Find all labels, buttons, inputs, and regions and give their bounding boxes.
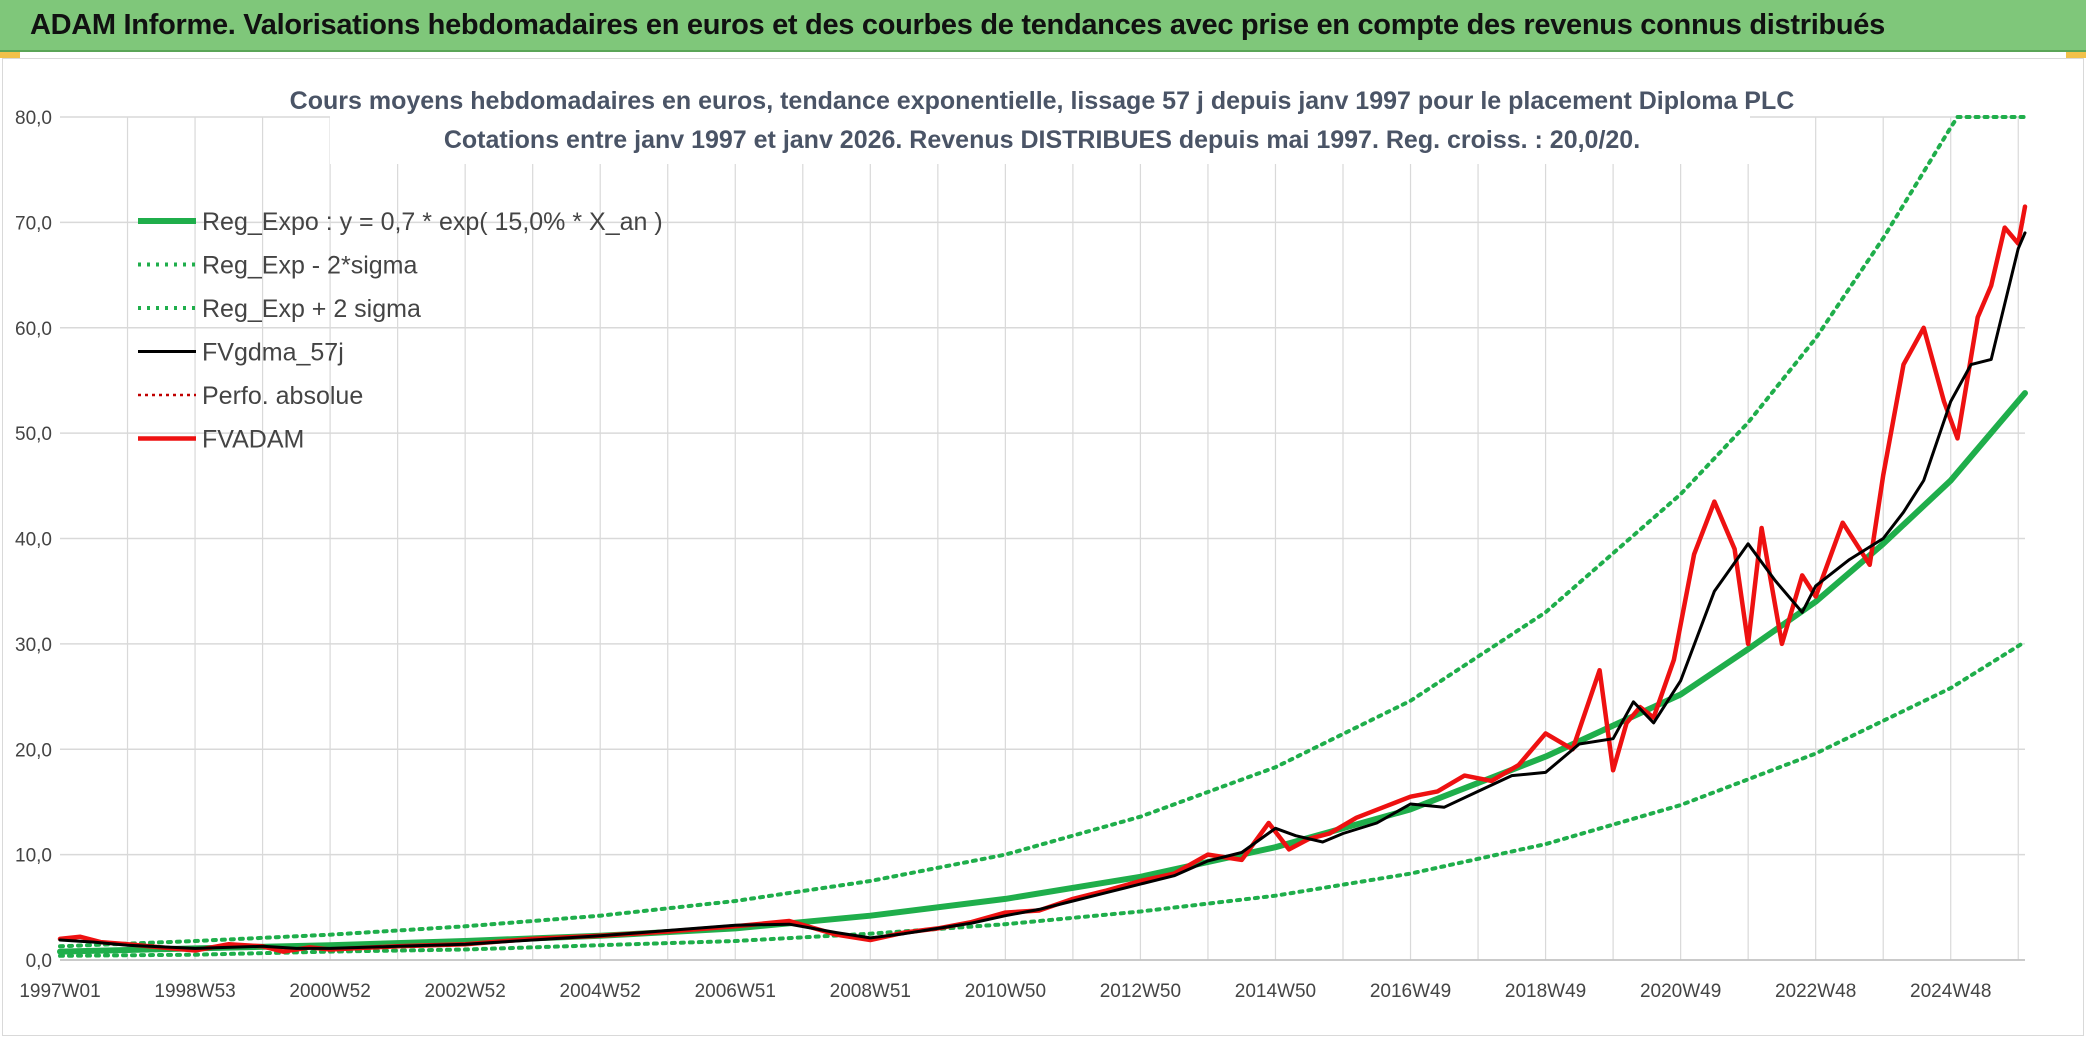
legend-label: FVgdma_57j bbox=[202, 339, 344, 367]
y-tick-label: 0,0 bbox=[26, 951, 52, 972]
x-tick-label: 1997W01 bbox=[19, 981, 100, 1002]
series-line-2 bbox=[58, 115, 2027, 949]
y-tick-label: 50,0 bbox=[15, 424, 52, 445]
chart-title-line1: Cours moyens hebdomadaires en euros, ten… bbox=[290, 87, 1795, 115]
legend-label: Reg_Exp - 2*sigma bbox=[202, 252, 417, 280]
x-tick-label: 2000W52 bbox=[289, 981, 370, 1002]
x-tick-label: 2018W49 bbox=[1505, 981, 1586, 1002]
corner-marker-right bbox=[2066, 52, 2086, 58]
legend-label: Reg_Expo : y = 0,7 * exp( 15,0% * X_an ) bbox=[202, 208, 663, 236]
x-tick-label: 2004W52 bbox=[560, 981, 641, 1002]
y-tick-label: 80,0 bbox=[15, 108, 52, 129]
legend-label: Perfo. absolue bbox=[202, 382, 363, 410]
y-tick-label: 60,0 bbox=[15, 319, 52, 340]
x-tick-label: 2010W50 bbox=[965, 981, 1046, 1002]
series-line-3 bbox=[58, 231, 2027, 950]
banner-title: ADAM Informe. Valorisations hebdomadaire… bbox=[30, 9, 1885, 41]
y-tick-label: 70,0 bbox=[15, 213, 52, 234]
series-line-1 bbox=[58, 639, 2027, 958]
x-tick-label: 2012W50 bbox=[1100, 981, 1181, 1002]
grid-layer bbox=[60, 116, 2025, 961]
legend: Reg_Expo : y = 0,7 * exp( 15,0% * X_an )… bbox=[138, 208, 663, 454]
title-background bbox=[330, 80, 1750, 164]
banner: ADAM Informe. Valorisations hebdomadaire… bbox=[0, 0, 2086, 52]
x-tick-label: 2016W49 bbox=[1370, 981, 1451, 1002]
y-tick-label: 40,0 bbox=[15, 530, 52, 551]
x-tick-label: 2006W51 bbox=[695, 981, 776, 1002]
y-tick-label: 30,0 bbox=[15, 635, 52, 656]
chart-frame bbox=[2, 58, 2084, 1036]
x-tick-label: 1998W53 bbox=[154, 981, 235, 1002]
series-layer bbox=[57, 115, 2028, 958]
x-tick-label: 2024W48 bbox=[1910, 981, 1991, 1002]
series-line-0 bbox=[57, 390, 2028, 955]
x-tick-label: 2002W52 bbox=[424, 981, 505, 1002]
legend-label: Reg_Exp + 2 sigma bbox=[202, 295, 421, 323]
x-tick-label: 2020W49 bbox=[1640, 981, 1721, 1002]
x-tick-label: 2008W51 bbox=[830, 981, 911, 1002]
corner-marker-left bbox=[0, 52, 20, 58]
chart-title-line2: Cotations entre janv 1997 et janv 2026. … bbox=[444, 126, 1640, 154]
legend-label: FVADAM bbox=[202, 426, 304, 454]
x-tick-label: 2022W48 bbox=[1775, 981, 1856, 1002]
axis-layer: 0,0 10,0 20,0 30,0 40,0 50,0 60,0 70,0 80,0 1997W… bbox=[15, 108, 2025, 1002]
y-tick-label: 20,0 bbox=[15, 740, 52, 761]
x-tick-label: 2014W50 bbox=[1235, 981, 1316, 1002]
y-tick-label: 10,0 bbox=[15, 846, 52, 867]
